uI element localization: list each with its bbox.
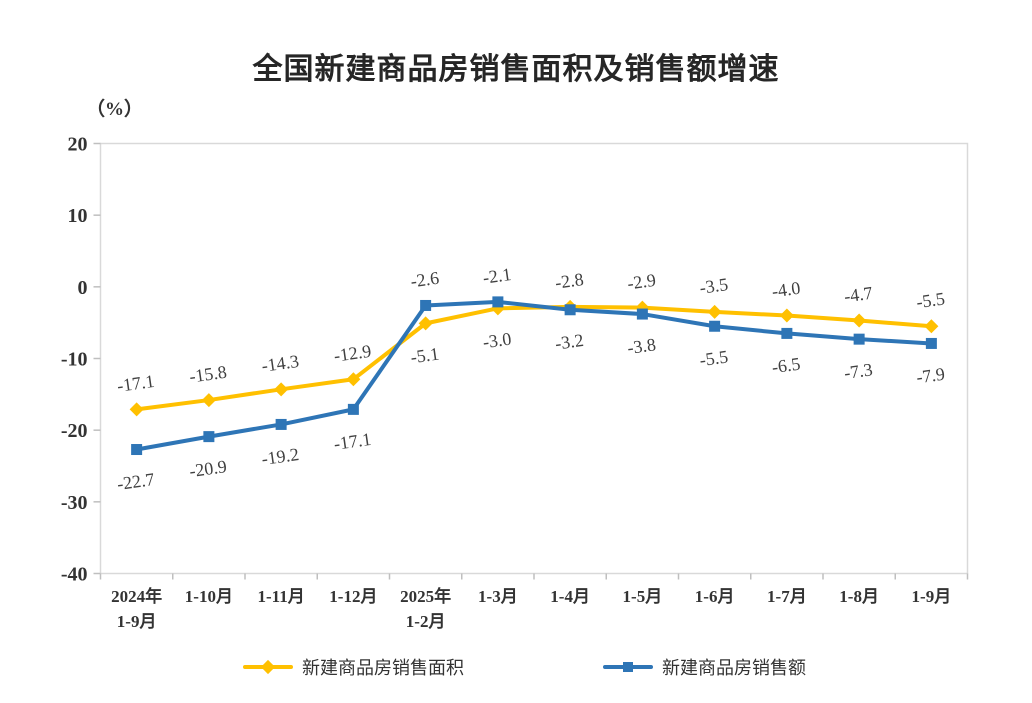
x-axis-category-label: 1-9月 [912, 587, 952, 606]
data-label-series-0: -17.1 [116, 371, 156, 396]
series-0-diamond-marker [418, 316, 433, 331]
x-axis-category-label: 1-6月 [695, 587, 735, 606]
data-label-series-0: -3.5 [698, 274, 729, 298]
y-axis-tick-label: 0 [78, 277, 88, 299]
data-label-series-0: -4.7 [843, 283, 874, 307]
x-axis-category-label: 1-4月 [550, 587, 590, 606]
series-0-diamond-marker [274, 382, 289, 397]
x-axis-category-label: 1-7月 [767, 587, 807, 606]
series-1-square-marker [203, 431, 215, 443]
data-label-series-1: -2.6 [409, 268, 440, 292]
series-1-square-marker [781, 327, 793, 339]
data-label-series-1: -6.5 [771, 354, 802, 378]
chart-title: 全国新建商品房销售面积及销售额增速 [252, 53, 780, 86]
data-label-series-0: -2.9 [626, 270, 657, 294]
series-1-square-marker [853, 333, 865, 345]
series-1-square-marker [275, 418, 287, 430]
y-axis-tick-label: -10 [61, 349, 88, 371]
data-label-series-1: -7.9 [915, 364, 946, 388]
x-axis-category-label: 1-8月 [839, 587, 879, 606]
y-axis-unit-label: （%） [86, 99, 144, 120]
data-label-series-0: -5.1 [409, 344, 440, 368]
legend-label-sales-area: 新建商品房销售面积 [302, 658, 464, 678]
series-0-diamond-marker [201, 393, 216, 408]
plot-border [99, 142, 969, 575]
y-axis-tick-label: -30 [61, 492, 88, 514]
x-axis-category-label: 1-2月 [406, 612, 446, 631]
data-label-series-0: -14.3 [260, 351, 300, 376]
series-0-diamond-marker [924, 319, 939, 334]
data-label-series-0: -2.8 [554, 269, 585, 293]
x-axis-category-label: 1-9月 [117, 612, 157, 631]
data-label-series-1: -3.2 [554, 330, 585, 354]
series-0-diamond-marker [852, 313, 867, 328]
x-axis-category-label: 1-11月 [258, 587, 305, 606]
series-1-square-marker [925, 337, 937, 349]
x-axis-category-label: 1-3月 [478, 587, 518, 606]
x-axis-category-label: 2025年 [400, 586, 451, 606]
data-label-series-0: -5.5 [915, 288, 946, 312]
series-1-square-marker [709, 320, 721, 332]
series-1-square-marker [420, 299, 432, 311]
data-label-series-0: -15.8 [188, 362, 228, 387]
series-0-diamond-marker [779, 308, 794, 323]
y-axis-tick-label: 20 [68, 134, 88, 156]
series-line-0 [136, 304, 932, 412]
data-label-series-1: -22.7 [116, 469, 156, 494]
series-1-square-marker [564, 304, 576, 316]
legend-square-marker-icon [603, 656, 653, 678]
series-1-square-marker [347, 403, 359, 415]
series-1-square-marker [636, 308, 648, 320]
data-label-series-0: -4.0 [771, 278, 802, 302]
data-label-series-1: -17.1 [333, 429, 373, 454]
series-0-diamond-marker [346, 372, 361, 387]
x-axis-category-label: 1-12月 [329, 587, 377, 606]
series-line-1 [136, 299, 932, 452]
y-axis-tick-label: -40 [61, 564, 88, 586]
data-label-series-1: -19.2 [260, 444, 300, 469]
data-label-series-1: -7.3 [843, 359, 874, 383]
x-axis-category-label: 2024年 [111, 586, 162, 606]
legend-item-sales-area: 新建商品房销售面积 [243, 656, 464, 678]
y-axis-tick-label: -20 [61, 420, 88, 442]
data-label-series-1: -20.9 [188, 456, 228, 481]
series-0-diamond-marker [129, 402, 144, 417]
data-label-series-0: -3.0 [482, 329, 513, 353]
data-label-series-1: -2.1 [482, 264, 513, 288]
x-axis-category-label: 1-10月 [185, 587, 233, 606]
data-label-series-1: -3.8 [626, 334, 657, 358]
legend-label-sales-amount: 新建商品房销售额 [662, 658, 806, 678]
y-axis-tick-label: 10 [68, 205, 88, 227]
series-1-square-marker [492, 296, 504, 308]
series-0-diamond-marker [707, 304, 722, 319]
x-axis-category-label: 1-5月 [623, 587, 663, 606]
data-label-series-1: -5.5 [698, 346, 729, 370]
legend-item-sales-amount: 新建商品房销售额 [603, 656, 806, 678]
legend-diamond-marker-icon [243, 656, 293, 678]
data-label-series-0: -12.9 [333, 341, 373, 366]
series-1-square-marker [131, 444, 143, 456]
